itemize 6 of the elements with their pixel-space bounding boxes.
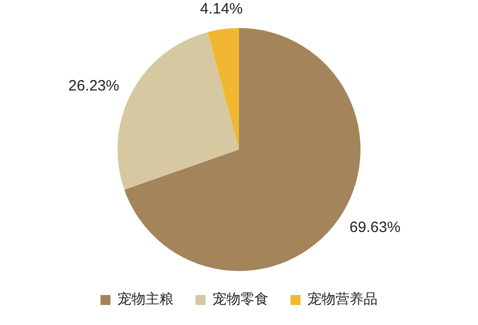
legend-label: 宠物主粮 — [118, 292, 174, 308]
data-label: 26.23% — [68, 77, 120, 94]
data-label: 69.63% — [350, 219, 400, 236]
legend-label: 宠物零食 — [212, 292, 268, 308]
legend-label: 宠物营养品 — [308, 292, 378, 308]
data-label: 4.14% — [200, 0, 243, 18]
